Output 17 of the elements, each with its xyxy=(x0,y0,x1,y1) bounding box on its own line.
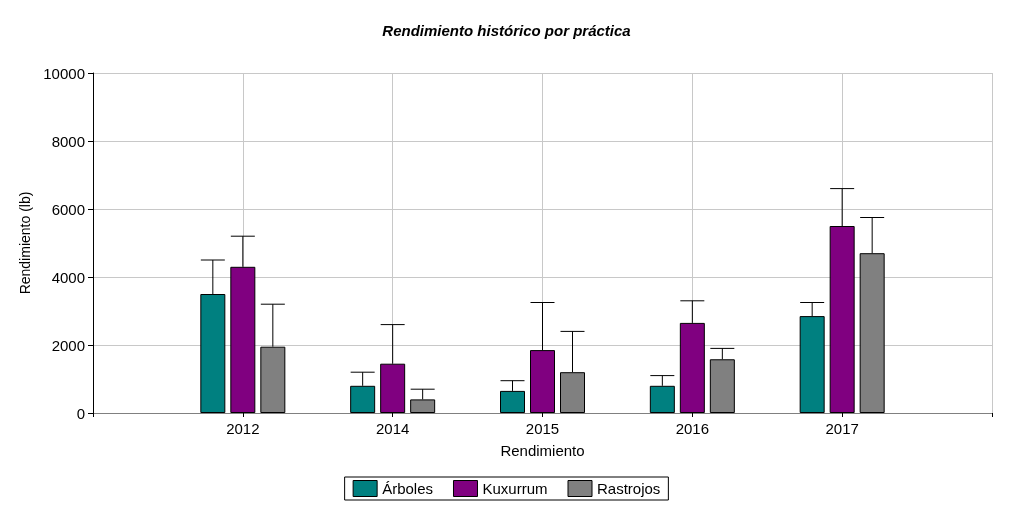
x-tick-label: 2014 xyxy=(375,420,410,437)
chart-title: Rendimiento histórico por práctica xyxy=(382,22,631,39)
legend-label: Kuxurrum xyxy=(482,480,548,497)
y-axis-title: Rendimiento (lb) xyxy=(17,191,34,295)
legend-label: Rastrojos xyxy=(597,480,661,497)
x-tick-label: 2015 xyxy=(525,420,560,437)
y-tick-label: 10000 xyxy=(43,64,85,82)
x-axis-title: Rendimiento xyxy=(500,442,585,459)
y-tick-label: 2000 xyxy=(51,336,85,354)
y-tick-label: 6000 xyxy=(51,200,85,218)
y-tick-label: 8000 xyxy=(51,132,85,150)
legend-label: Árboles xyxy=(382,480,433,497)
y-tick-label: 0 xyxy=(76,404,85,422)
x-tick-label: 2017 xyxy=(825,420,859,437)
x-tick-label: 2016 xyxy=(675,420,710,437)
x-tick-label: 2012 xyxy=(226,420,260,437)
y-tick-label: 4000 xyxy=(51,268,85,286)
